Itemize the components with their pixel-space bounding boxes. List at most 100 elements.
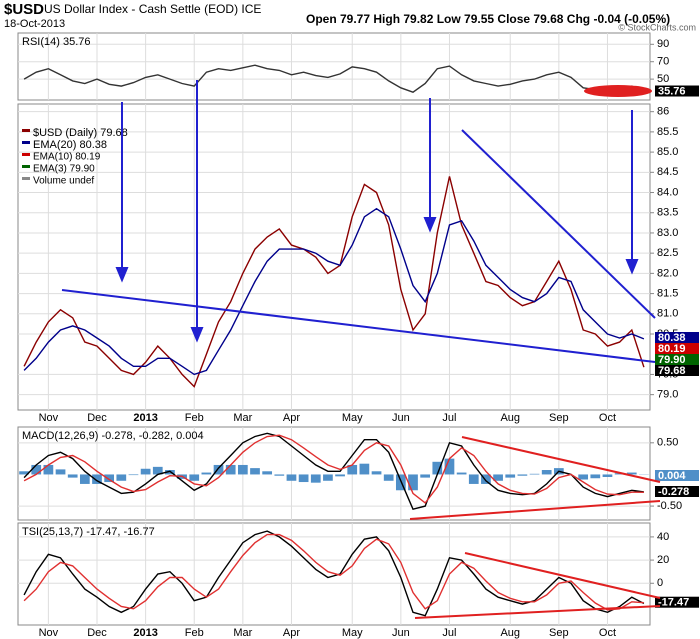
legend-entry: $USD (Daily) 79.68 xyxy=(33,127,128,139)
x-tick-label: Jul xyxy=(442,627,456,639)
histogram-bar xyxy=(140,468,151,475)
histogram-bar xyxy=(505,474,516,478)
y-tick-label: 40 xyxy=(657,531,669,543)
x-tick-label: Nov xyxy=(39,627,59,639)
value-box xyxy=(655,85,699,97)
trend-line xyxy=(464,552,661,599)
series-line xyxy=(23,176,645,388)
histogram-bar xyxy=(626,472,637,475)
histogram-bar xyxy=(529,473,540,475)
y-tick-label: 82.5 xyxy=(657,247,678,259)
x-tick-label: Oct xyxy=(599,412,616,424)
trend-line xyxy=(461,129,656,319)
y-tick-label: 82.0 xyxy=(657,267,678,279)
histogram-bar xyxy=(237,464,248,475)
histogram-bar xyxy=(323,474,333,481)
histogram-bar xyxy=(481,474,491,484)
value-box xyxy=(655,486,699,497)
histogram-bar xyxy=(371,471,382,475)
y-tick-label: 85.0 xyxy=(657,146,678,158)
panel-title: RSI(14) 35.76 xyxy=(22,36,90,48)
y-tick-label: 83.0 xyxy=(657,227,678,239)
x-tick-label: Dec xyxy=(87,627,107,639)
histogram-bar xyxy=(590,474,601,479)
x-tick-label: 2013 xyxy=(133,412,157,424)
histogram-bar xyxy=(274,474,285,476)
histogram-bar xyxy=(55,469,66,475)
histogram-bar xyxy=(541,470,552,475)
histogram-bar xyxy=(493,474,503,481)
histogram-bar xyxy=(444,458,455,475)
histogram-bar xyxy=(298,474,309,483)
histogram-bar xyxy=(468,474,479,484)
x-tick-label: May xyxy=(342,412,363,424)
histogram-bar xyxy=(31,464,42,475)
x-tick-label: Mar xyxy=(233,627,252,639)
value-box xyxy=(655,470,699,481)
value-box-label: -17.47 xyxy=(658,597,689,609)
x-tick-label: Sep xyxy=(549,412,569,424)
y-tick-label: 0 xyxy=(657,577,663,589)
x-tick-label: Feb xyxy=(185,412,204,424)
series-line xyxy=(23,530,645,617)
series-line xyxy=(23,207,645,376)
histogram-bar xyxy=(165,470,175,475)
histogram-bar xyxy=(262,471,273,475)
histogram-bar xyxy=(335,474,345,477)
x-tick-label: Sep xyxy=(549,627,569,639)
legend-entry: EMA(20) 80.38 xyxy=(33,139,107,151)
x-tick-label: May xyxy=(342,627,363,639)
x-tick-label: Aug xyxy=(500,412,520,424)
x-tick-label: Jul xyxy=(442,412,456,424)
value-box-label: 79.68 xyxy=(658,365,686,377)
y-tick-label: 90 xyxy=(657,38,669,50)
arrow-head xyxy=(115,267,129,283)
y-tick-label: 84.0 xyxy=(657,186,678,198)
arrow-head xyxy=(423,217,437,233)
legend-entry: EMA(10) 80.19 xyxy=(33,152,101,163)
divergence-lines xyxy=(409,436,661,619)
histogram-bar xyxy=(116,474,127,481)
histogram-bar xyxy=(420,474,431,478)
value-box-label: 35.76 xyxy=(658,85,686,97)
y-tick-label: 86 xyxy=(657,106,669,118)
histogram-bar xyxy=(92,474,102,484)
histogram-bar xyxy=(578,474,589,480)
panels: 90 70 50 RSI(14) 35.76 35.76 86 85.5 85.0 84.5 84… xyxy=(17,32,699,639)
panel-title: TSI(25,13,7) -17.47, -16.77 xyxy=(22,526,155,538)
histogram-bar xyxy=(19,471,29,475)
y-tick-label: -0.50 xyxy=(657,500,682,512)
series-line xyxy=(23,434,644,504)
x-tick-label: Apr xyxy=(283,412,300,424)
value-box-label: 80.38 xyxy=(658,332,686,344)
y-tick-label: 70 xyxy=(657,56,669,68)
annotations xyxy=(61,80,661,619)
histogram-bar xyxy=(79,474,90,484)
series-line xyxy=(23,533,644,611)
histogram-bar xyxy=(286,474,297,481)
y-tick-label: 20 xyxy=(657,554,669,566)
histogram-bar xyxy=(310,474,321,483)
value-box-label: 79.90 xyxy=(658,354,686,366)
histogram-bar xyxy=(517,474,528,476)
y-tick-label: 83.5 xyxy=(657,207,678,219)
index-name: US Dollar Index - Cash Settle (EOD) ICE xyxy=(44,2,261,16)
value-box xyxy=(655,332,699,343)
series-line xyxy=(23,432,644,511)
trend-line xyxy=(409,500,661,520)
histogram-bar xyxy=(408,474,418,491)
legend-swatch xyxy=(22,129,30,132)
y-tick-label: 81.5 xyxy=(657,287,678,299)
symbol: $USD xyxy=(4,1,44,18)
histogram-bar xyxy=(43,464,54,475)
histogram-bar xyxy=(359,463,370,475)
x-tick-label: Nov xyxy=(39,412,59,424)
value-box xyxy=(655,343,699,354)
histogram-bar xyxy=(128,474,139,476)
value-box xyxy=(655,596,699,608)
histogram-bar xyxy=(602,474,613,477)
credit: © StockCharts.com xyxy=(618,22,696,32)
arrows xyxy=(115,80,639,343)
value-box-label: 80.19 xyxy=(658,343,686,355)
